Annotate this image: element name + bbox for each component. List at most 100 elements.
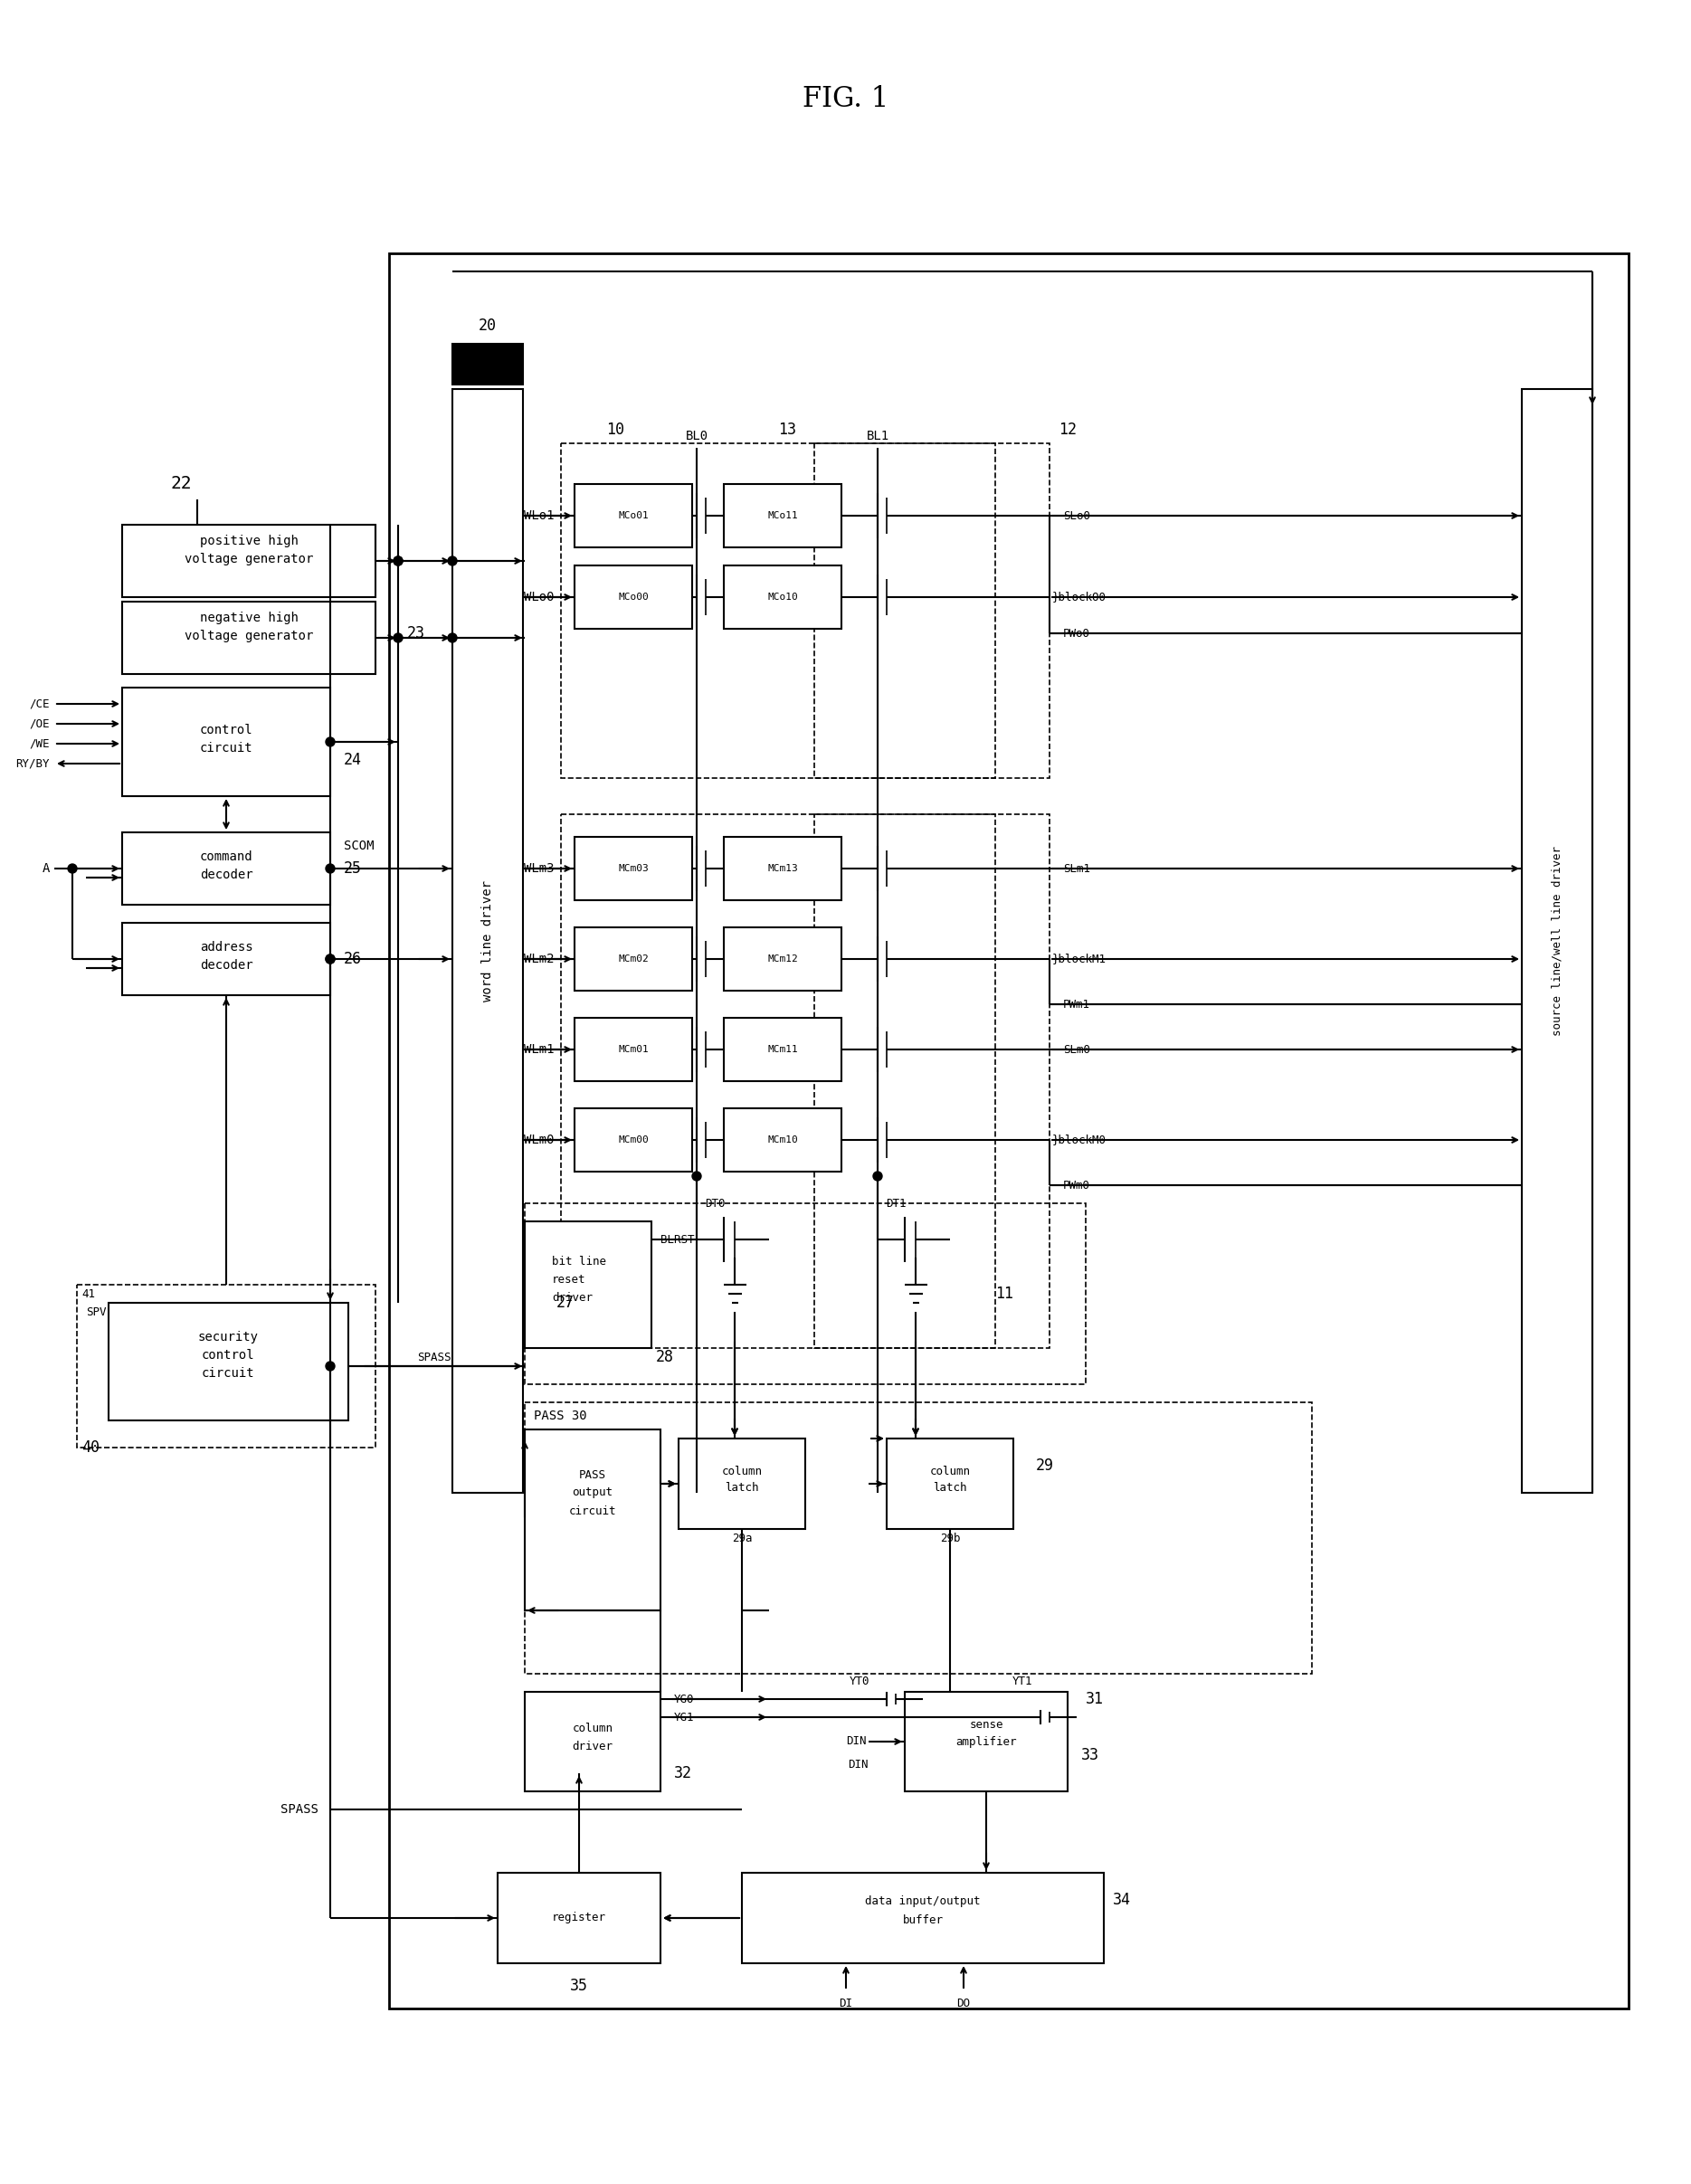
Text: }blockO0: }blockO0 [1052, 592, 1106, 603]
Bar [724, 566, 842, 629]
Bar [575, 1107, 692, 1171]
Bar [724, 485, 842, 548]
Text: PWm0: PWm0 [1064, 1179, 1091, 1190]
Text: }blockM0: }blockM0 [1052, 1133, 1106, 1147]
Text: MCm01: MCm01 [619, 1044, 649, 1055]
Text: WLo0: WLo0 [524, 592, 553, 603]
Text: MCo10: MCo10 [768, 592, 798, 601]
Text: /CE: /CE [29, 699, 49, 710]
Text: sense: sense [969, 1719, 1003, 1730]
Bar [815, 443, 1050, 778]
Text: 28: 28 [656, 1350, 675, 1365]
Circle shape [326, 954, 335, 963]
Text: positive high: positive high [200, 535, 298, 548]
Text: MCm12: MCm12 [768, 954, 798, 963]
Circle shape [394, 557, 402, 566]
Text: driver: driver [551, 1293, 592, 1304]
Circle shape [448, 633, 457, 642]
Text: column: column [930, 1465, 971, 1479]
Text: word line driver: word line driver [482, 880, 494, 1002]
Text: WLm0: WLm0 [524, 1133, 553, 1147]
Text: SLm0: SLm0 [1064, 1044, 1091, 1055]
Bar [1522, 389, 1593, 1494]
Text: 10: 10 [605, 422, 624, 437]
Text: circuit: circuit [201, 1367, 255, 1380]
Text: 29a: 29a [732, 1533, 752, 1544]
Bar [524, 1203, 1086, 1385]
Text: 12: 12 [1059, 422, 1077, 437]
Bar [724, 1107, 842, 1171]
Bar [575, 566, 692, 629]
Circle shape [326, 1361, 335, 1372]
Bar [389, 253, 1628, 2009]
Text: buffer: buffer [903, 1913, 944, 1926]
Text: SCOM: SCOM [343, 839, 374, 852]
Bar [76, 1284, 375, 1448]
Text: 34: 34 [1113, 1891, 1131, 1909]
Text: RY/BY: RY/BY [15, 758, 49, 769]
Text: address: address [200, 941, 252, 954]
Bar [724, 928, 842, 992]
Text: column: column [722, 1465, 763, 1479]
Circle shape [394, 633, 402, 642]
Text: 13: 13 [778, 422, 796, 437]
Text: decoder: decoder [200, 869, 252, 880]
Text: DT1: DT1 [886, 1197, 906, 1210]
Text: control: control [201, 1350, 255, 1361]
Bar [575, 928, 692, 992]
Text: PWo0: PWo0 [1064, 627, 1091, 640]
Text: MCm03: MCm03 [619, 865, 649, 874]
Bar [524, 1431, 661, 1610]
Text: PASS 30: PASS 30 [534, 1409, 587, 1422]
Text: decoder: decoder [200, 959, 252, 972]
Text: 20: 20 [479, 317, 497, 334]
Text: 33: 33 [1081, 1747, 1099, 1762]
Bar [453, 389, 523, 1494]
Bar [122, 688, 330, 797]
Text: 35: 35 [570, 1979, 588, 1994]
Bar [524, 1221, 651, 1348]
Text: bit line: bit line [551, 1256, 605, 1269]
Text: MCo01: MCo01 [619, 511, 649, 520]
Text: 40: 40 [81, 1439, 100, 1457]
Text: column: column [572, 1723, 612, 1734]
Circle shape [326, 954, 335, 963]
Text: 24: 24 [343, 751, 362, 769]
Text: voltage generator: voltage generator [184, 629, 313, 642]
Text: 23: 23 [408, 625, 424, 642]
Text: SLo0: SLo0 [1064, 509, 1091, 522]
Bar [122, 524, 375, 596]
Text: MCm10: MCm10 [768, 1136, 798, 1144]
Text: BL1: BL1 [866, 430, 889, 443]
Text: register: register [551, 1913, 605, 1924]
Text: MCm02: MCm02 [619, 954, 649, 963]
Text: 41: 41 [81, 1289, 95, 1299]
Text: source line/well line driver: source line/well line driver [1551, 845, 1562, 1035]
Bar [724, 836, 842, 900]
Bar [815, 815, 1050, 1348]
Bar [497, 1872, 661, 1963]
Text: SPASS: SPASS [281, 1804, 318, 1815]
Text: MCo00: MCo00 [619, 592, 649, 601]
Text: PWm1: PWm1 [1064, 998, 1091, 1011]
Text: PASS: PASS [578, 1470, 605, 1481]
Circle shape [68, 865, 76, 874]
Text: circuit: circuit [568, 1505, 616, 1516]
Text: A: A [42, 863, 49, 876]
Text: driver: driver [572, 1741, 612, 1752]
Text: FIG. 1: FIG. 1 [803, 85, 889, 114]
Text: }blockM1: }blockM1 [1052, 952, 1106, 965]
Bar [561, 443, 996, 778]
Text: 26: 26 [343, 950, 362, 968]
Bar [575, 485, 692, 548]
Circle shape [326, 865, 335, 874]
Text: WLm2: WLm2 [524, 952, 553, 965]
Text: SPV: SPV [86, 1306, 107, 1317]
Bar [524, 1402, 1312, 1673]
Text: 22: 22 [171, 476, 191, 494]
Text: SPASS: SPASS [418, 1352, 451, 1363]
Text: negative high: negative high [200, 612, 298, 625]
Text: MCm11: MCm11 [768, 1044, 798, 1055]
Text: control: control [200, 723, 252, 736]
Bar [561, 815, 996, 1348]
